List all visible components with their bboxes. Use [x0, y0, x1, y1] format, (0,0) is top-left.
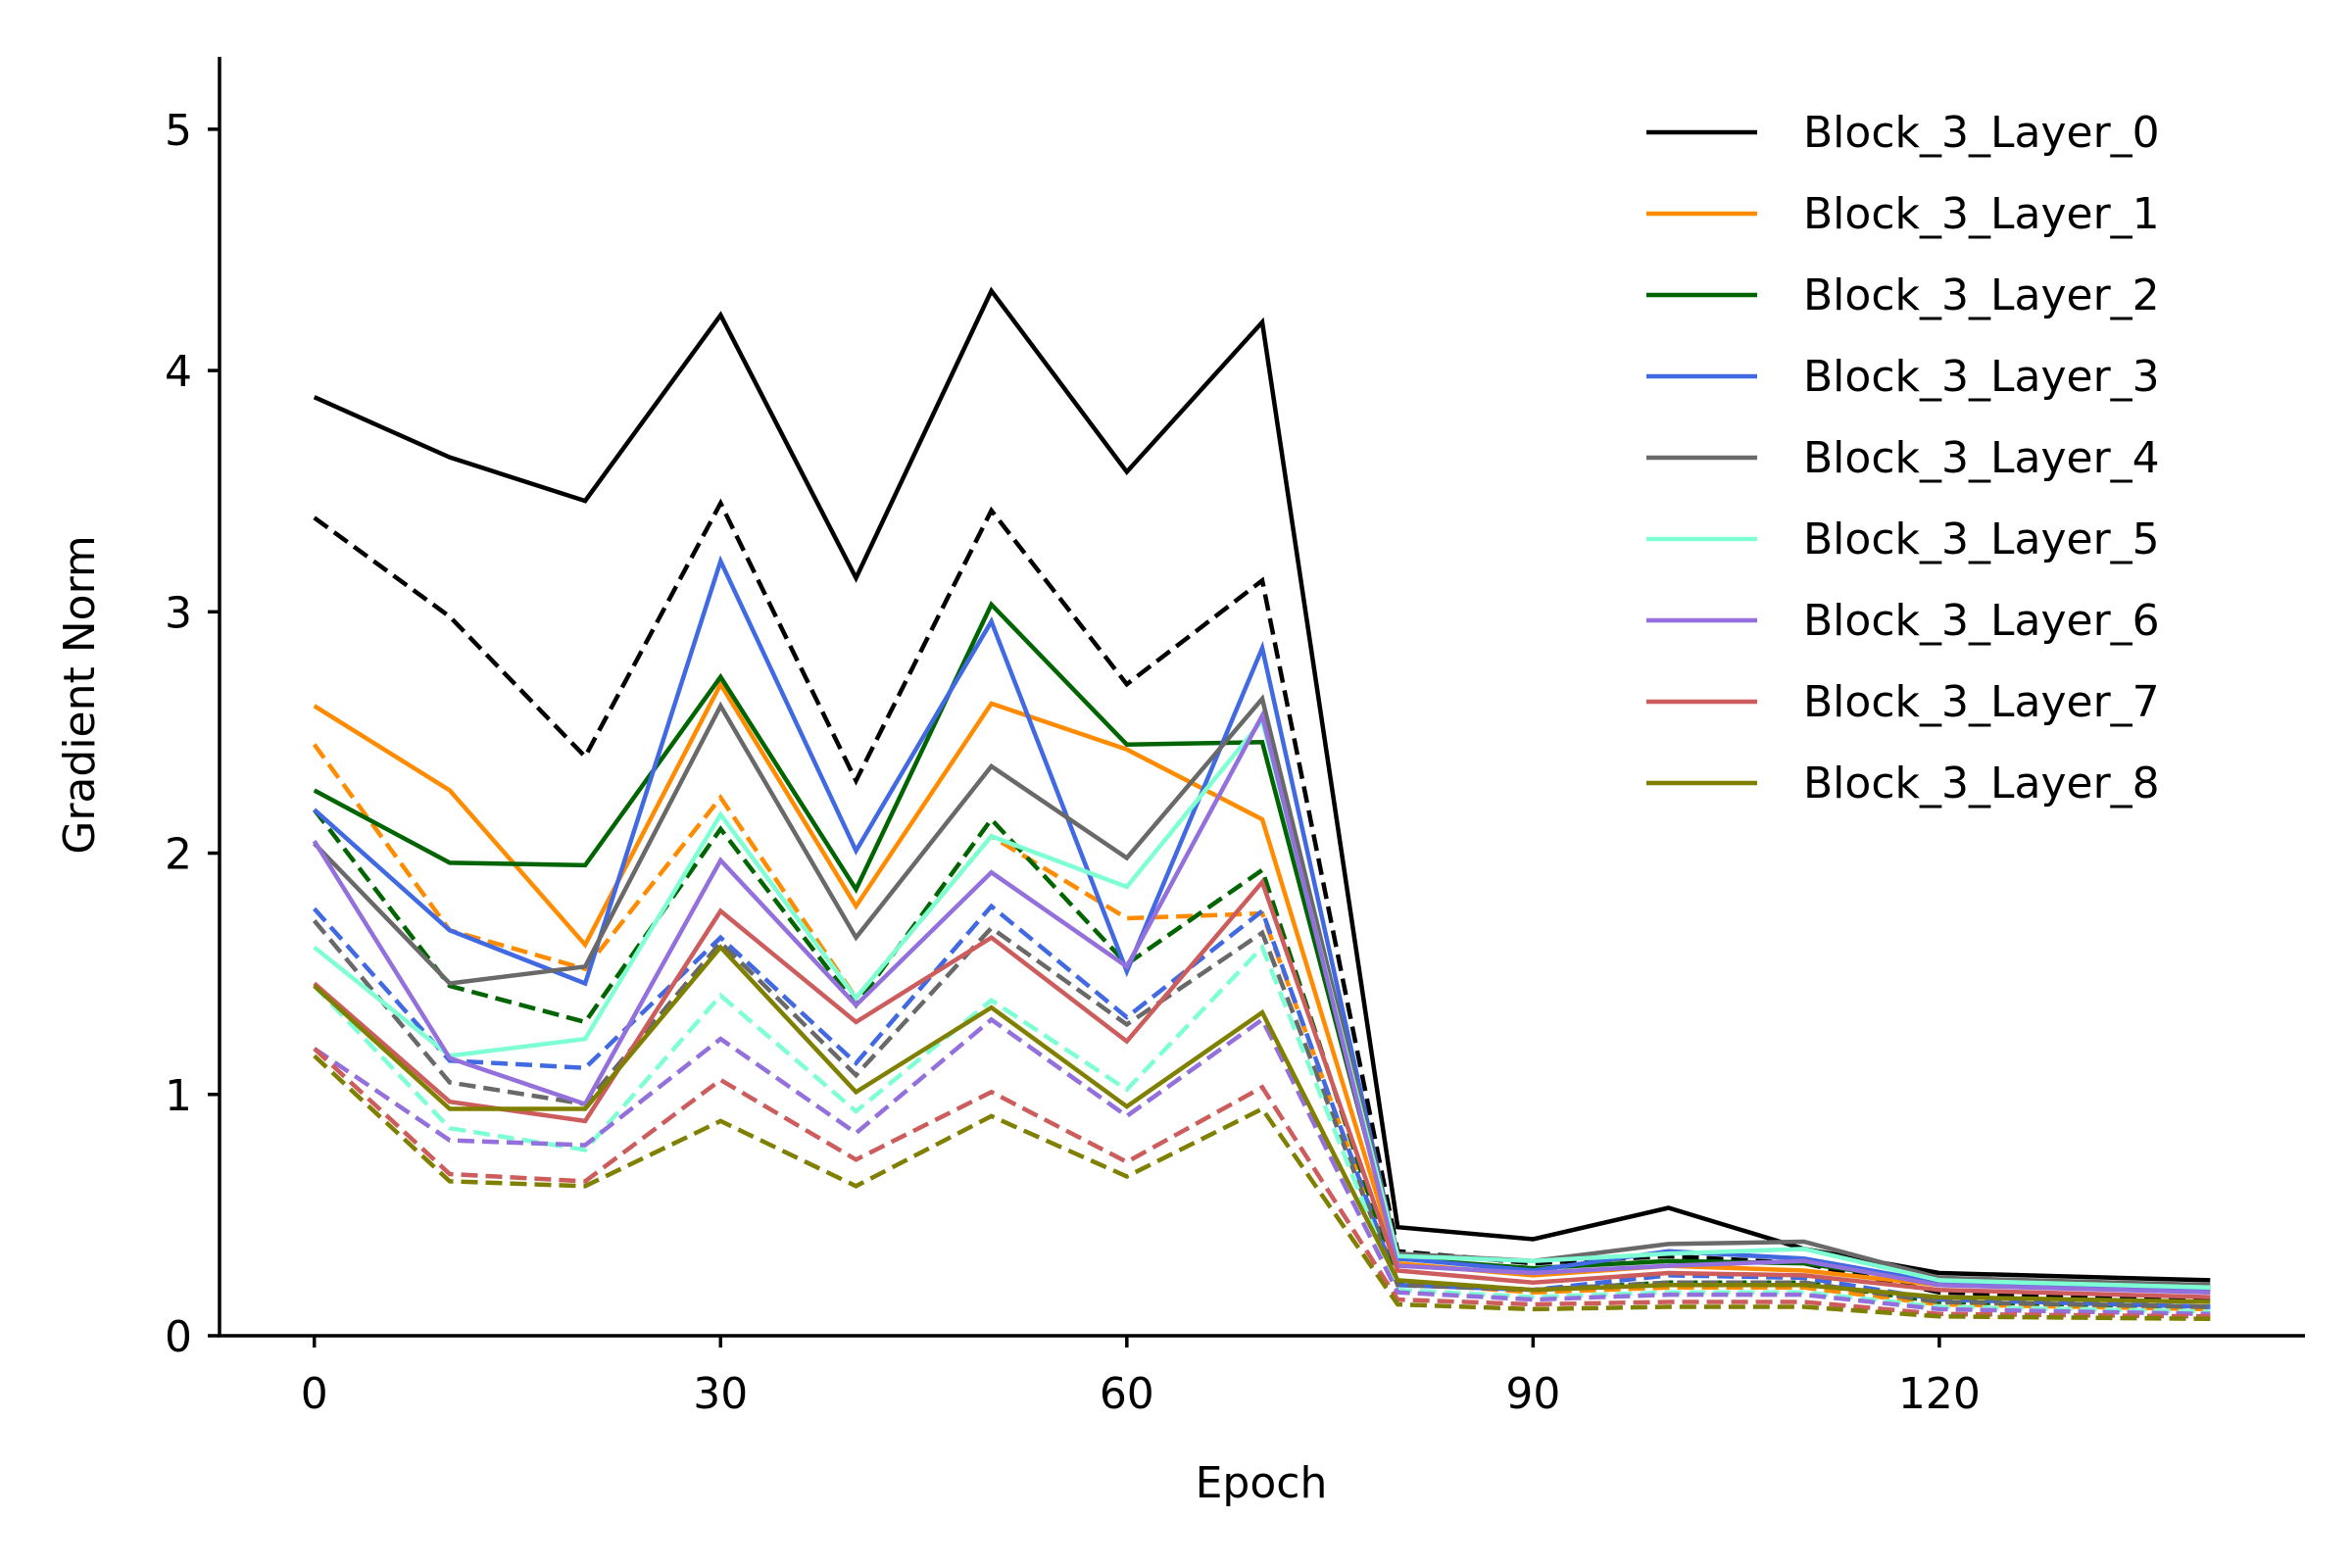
series-line-7	[313, 877, 2211, 1299]
series-line-4	[313, 694, 2211, 1288]
y-tick-label: 3	[165, 588, 192, 638]
legend-label: Block_3_Layer_5	[1803, 514, 2160, 564]
legend-label: Block_3_Layer_7	[1803, 677, 2160, 727]
legend-label: Block_3_Layer_0	[1803, 108, 2160, 158]
series-line-3	[313, 555, 2211, 1293]
x-tick-label: 0	[301, 1369, 328, 1419]
series-layer	[312, 286, 2211, 1322]
series-line-14	[313, 943, 2211, 1314]
series-line-13	[312, 919, 2211, 1309]
legend-label: Block_3_Layer_2	[1803, 270, 2160, 320]
legend: Block_3_Layer_0 Block_3_Layer_1 Block_3_La…	[1646, 108, 2160, 808]
legend-label: Block_3_Layer_8	[1803, 759, 2160, 808]
x-tick-label: 120	[1898, 1369, 1981, 1419]
series-line-6	[312, 709, 2211, 1295]
x-tick-label: 30	[693, 1369, 748, 1419]
series-line-10	[312, 743, 2211, 1312]
series-line-16	[313, 1047, 2211, 1319]
series-line-8	[313, 944, 2211, 1304]
y-tick-label: 2	[165, 830, 192, 880]
series-line-5	[313, 715, 2211, 1291]
x-tick-label: 60	[1100, 1369, 1154, 1419]
y-tick-label: 5	[165, 106, 192, 156]
ticks-layer: 0 30 60 90 120 0 1 2 3 4 5	[165, 106, 1981, 1419]
legend-label: Block_3_Layer_6	[1803, 596, 2160, 646]
x-axis-label: Epoch	[1196, 1458, 1328, 1508]
legend-label: Block_3_Layer_1	[1803, 189, 2160, 239]
y-tick-label: 0	[165, 1312, 192, 1362]
x-tick-label: 90	[1505, 1369, 1560, 1419]
axes-layer	[218, 57, 2305, 1338]
legend-label: Block_3_Layer_4	[1803, 433, 2160, 483]
series-line-12	[313, 903, 2211, 1309]
series-line-1	[313, 679, 2211, 1293]
series-line-15	[313, 1016, 2211, 1317]
y-tick-label: 1	[165, 1071, 192, 1121]
legend-label: Block_3_Layer_3	[1803, 352, 2160, 402]
y-axis-label: Gradient Norm	[55, 535, 105, 855]
series-line-17	[313, 1054, 2211, 1322]
y-tick-label: 4	[165, 347, 192, 397]
